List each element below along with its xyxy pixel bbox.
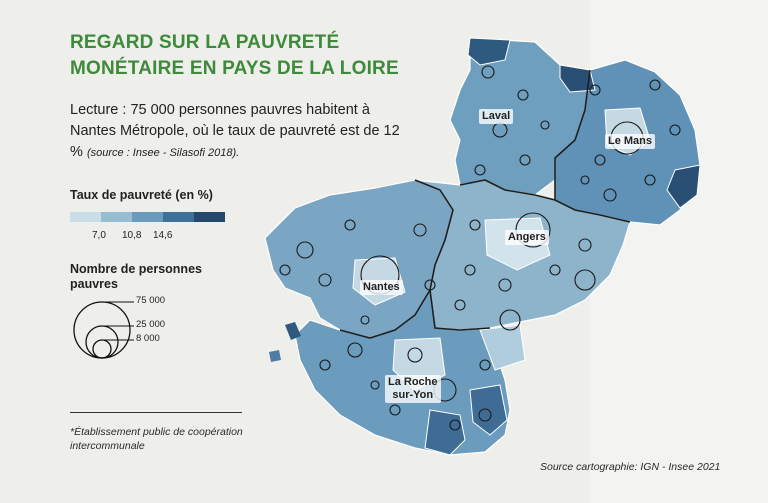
map-island-noirmoutier bbox=[285, 322, 301, 340]
rate-tick-2: 10,8 bbox=[122, 230, 142, 241]
rate-tick-1: 7,0 bbox=[92, 230, 106, 241]
title-line-1: REGARD SUR LA PAUVRETÉ bbox=[70, 32, 340, 53]
city-label-angers: Angers bbox=[505, 230, 549, 245]
region-map: Laval Le Mans Angers Nantes La Roche sur… bbox=[255, 30, 720, 460]
department-borders bbox=[339, 69, 631, 339]
rate-swatch-5 bbox=[194, 212, 225, 222]
count-legend-circles: 75 000 25 000 8 000 bbox=[72, 292, 192, 362]
count-label-25000: 25 000 bbox=[136, 319, 166, 330]
infographic-title: REGARD SUR LA PAUVRETÉ MONÉTAIRE EN PAYS… bbox=[70, 30, 430, 82]
title-line-2: MONÉTAIRE EN PAYS DE LA LOIRE bbox=[70, 58, 399, 79]
rate-legend-swatches bbox=[70, 212, 225, 222]
rate-swatch-4 bbox=[163, 212, 194, 222]
rate-tick-3: 14,6 bbox=[153, 230, 173, 241]
map-zone-light-5 bbox=[479, 324, 526, 371]
map-svg bbox=[264, 37, 701, 456]
reading-note-text: Lecture : 75 000 personnes pauvres habit… bbox=[70, 102, 400, 160]
proportional-circles-icon bbox=[73, 301, 134, 359]
count-label-8000: 8 000 bbox=[136, 333, 160, 344]
map-zone-dark-2 bbox=[559, 64, 596, 93]
footnote-divider bbox=[70, 412, 242, 413]
count-label-75000: 75 000 bbox=[136, 295, 166, 306]
map-zone-dark-1 bbox=[467, 37, 511, 66]
reading-note: Lecture : 75 000 personnes pauvres habit… bbox=[70, 100, 400, 164]
circle-25000 bbox=[85, 325, 119, 359]
map-island-yeu bbox=[269, 350, 281, 362]
map-zone-dark-3 bbox=[666, 164, 701, 209]
rate-swatch-2 bbox=[101, 212, 132, 222]
rate-swatch-3 bbox=[132, 212, 163, 222]
city-label-nantes: Nantes bbox=[360, 280, 403, 295]
circle-75000 bbox=[73, 301, 131, 359]
rate-legend-ticks: 7,0 10,8 14,6 bbox=[70, 230, 210, 244]
circle-8000 bbox=[92, 339, 112, 359]
count-legend-title: Nombre de personnes pauvres bbox=[70, 262, 202, 291]
city-label-le-mans: Le Mans bbox=[605, 134, 656, 149]
city-label-laval: Laval bbox=[479, 109, 514, 124]
footnote: *Établissement public de coopération int… bbox=[70, 426, 243, 452]
map-zone-dark-4 bbox=[424, 409, 466, 456]
city-label-la-roche-sur-yon: La Roche sur-Yon bbox=[385, 375, 441, 403]
map-source: Source cartographie: IGN - Insee 2021 bbox=[540, 461, 721, 473]
rate-swatch-1 bbox=[70, 212, 101, 222]
reading-note-source: (source : Insee - Silasofi 2018). bbox=[86, 147, 240, 159]
rate-legend-title: Taux de pauvreté (en %) bbox=[70, 188, 213, 202]
